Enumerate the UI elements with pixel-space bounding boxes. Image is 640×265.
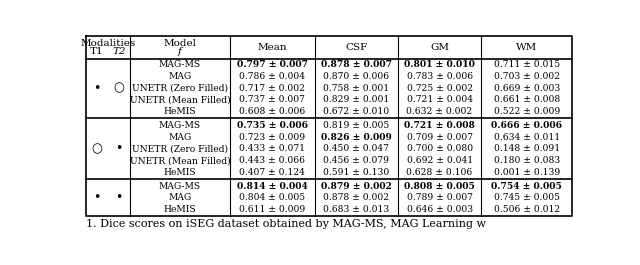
Text: 0.433 ± 0.071: 0.433 ± 0.071 bbox=[239, 144, 305, 153]
Text: 0.703 ± 0.002: 0.703 ± 0.002 bbox=[493, 72, 560, 81]
Text: T2: T2 bbox=[113, 47, 126, 56]
Text: 0.804 ± 0.005: 0.804 ± 0.005 bbox=[239, 193, 305, 202]
Text: MAG-MS: MAG-MS bbox=[159, 121, 201, 130]
Text: 0.745 ± 0.005: 0.745 ± 0.005 bbox=[494, 193, 560, 202]
Text: 0.870 ± 0.006: 0.870 ± 0.006 bbox=[323, 72, 389, 81]
Text: 0.723 ± 0.009: 0.723 ± 0.009 bbox=[239, 133, 305, 142]
Text: 0.783 ± 0.006: 0.783 ± 0.006 bbox=[406, 72, 473, 81]
Text: 1. Dice scores on iSEG dataset obtained by MAG-MS, MAG Learning w: 1. Dice scores on iSEG dataset obtained … bbox=[86, 219, 486, 229]
Text: 0.456 ± 0.079: 0.456 ± 0.079 bbox=[323, 156, 389, 165]
Text: f: f bbox=[178, 47, 182, 56]
Text: 0.506 ± 0.012: 0.506 ± 0.012 bbox=[493, 205, 560, 214]
Text: UNETR (Zero Filled): UNETR (Zero Filled) bbox=[132, 144, 228, 153]
Text: 0.001 ± 0.139: 0.001 ± 0.139 bbox=[493, 168, 560, 177]
Text: 0.737 ± 0.007: 0.737 ± 0.007 bbox=[239, 95, 305, 104]
Text: 0.669 ± 0.003: 0.669 ± 0.003 bbox=[493, 83, 560, 92]
Text: HeMIS: HeMIS bbox=[164, 168, 196, 177]
Text: 0.758 ± 0.001: 0.758 ± 0.001 bbox=[323, 83, 389, 92]
Text: UNETR (Zero Filled): UNETR (Zero Filled) bbox=[132, 83, 228, 92]
Text: Mean: Mean bbox=[257, 43, 287, 52]
Text: 0.829 ± 0.001: 0.829 ± 0.001 bbox=[323, 95, 389, 104]
Text: T1: T1 bbox=[90, 47, 104, 56]
Text: MAG-MS: MAG-MS bbox=[159, 60, 201, 69]
Text: •: • bbox=[115, 142, 123, 155]
Text: MAG: MAG bbox=[168, 133, 191, 142]
Text: 0.709 ± 0.007: 0.709 ± 0.007 bbox=[406, 133, 472, 142]
Text: 0.407 ± 0.124: 0.407 ± 0.124 bbox=[239, 168, 305, 177]
Text: ○: ○ bbox=[114, 82, 125, 95]
Text: 0.725 ± 0.002: 0.725 ± 0.002 bbox=[406, 83, 473, 92]
Text: 0.711 ± 0.015: 0.711 ± 0.015 bbox=[493, 60, 560, 69]
Text: 0.632 ± 0.002: 0.632 ± 0.002 bbox=[406, 107, 473, 116]
Text: 0.721 ± 0.008: 0.721 ± 0.008 bbox=[404, 121, 475, 130]
Text: 0.591 ± 0.130: 0.591 ± 0.130 bbox=[323, 168, 389, 177]
Text: ○: ○ bbox=[92, 142, 102, 155]
Text: 0.661 ± 0.008: 0.661 ± 0.008 bbox=[493, 95, 560, 104]
Text: 0.683 ± 0.013: 0.683 ± 0.013 bbox=[323, 205, 389, 214]
Text: UNETR (Mean Filled): UNETR (Mean Filled) bbox=[130, 95, 230, 104]
Text: 0.700 ± 0.080: 0.700 ± 0.080 bbox=[406, 144, 473, 153]
Text: WM: WM bbox=[516, 43, 538, 52]
Text: •: • bbox=[93, 192, 100, 205]
Text: Model: Model bbox=[163, 39, 196, 48]
Text: 0.692 ± 0.041: 0.692 ± 0.041 bbox=[406, 156, 473, 165]
Text: 0.634 ± 0.011: 0.634 ± 0.011 bbox=[493, 133, 560, 142]
Text: 0.450 ± 0.047: 0.450 ± 0.047 bbox=[323, 144, 389, 153]
Text: 0.826 ± 0.009: 0.826 ± 0.009 bbox=[321, 133, 392, 142]
Text: 0.628 ± 0.106: 0.628 ± 0.106 bbox=[406, 168, 473, 177]
Text: 0.754 ± 0.005: 0.754 ± 0.005 bbox=[492, 182, 562, 191]
Text: 0.611 ± 0.009: 0.611 ± 0.009 bbox=[239, 205, 305, 214]
Text: 0.878 ± 0.007: 0.878 ± 0.007 bbox=[321, 60, 392, 69]
Text: 0.672 ± 0.010: 0.672 ± 0.010 bbox=[323, 107, 389, 116]
Text: MAG: MAG bbox=[168, 72, 191, 81]
Text: 0.879 ± 0.002: 0.879 ± 0.002 bbox=[321, 182, 392, 191]
Text: 0.801 ± 0.010: 0.801 ± 0.010 bbox=[404, 60, 475, 69]
Text: 0.878 ± 0.002: 0.878 ± 0.002 bbox=[323, 193, 389, 202]
Text: 0.819 ± 0.005: 0.819 ± 0.005 bbox=[323, 121, 389, 130]
Text: Modalities: Modalities bbox=[81, 39, 136, 48]
Text: 0.789 ± 0.007: 0.789 ± 0.007 bbox=[406, 193, 472, 202]
Text: •: • bbox=[93, 82, 100, 95]
Text: 0.808 ± 0.005: 0.808 ± 0.005 bbox=[404, 182, 475, 191]
Text: 0.666 ± 0.006: 0.666 ± 0.006 bbox=[492, 121, 563, 130]
Text: HeMIS: HeMIS bbox=[164, 107, 196, 116]
Text: 0.646 ± 0.003: 0.646 ± 0.003 bbox=[406, 205, 473, 214]
Text: 0.735 ± 0.006: 0.735 ± 0.006 bbox=[237, 121, 308, 130]
Text: MAG-MS: MAG-MS bbox=[159, 182, 201, 191]
Text: 0.522 ± 0.009: 0.522 ± 0.009 bbox=[493, 107, 560, 116]
Text: UNETR (Mean Filled): UNETR (Mean Filled) bbox=[130, 156, 230, 165]
Text: 0.786 ± 0.004: 0.786 ± 0.004 bbox=[239, 72, 305, 81]
Text: HeMIS: HeMIS bbox=[164, 205, 196, 214]
Text: 0.797 ± 0.007: 0.797 ± 0.007 bbox=[237, 60, 308, 69]
Text: GM: GM bbox=[430, 43, 449, 52]
Text: MAG: MAG bbox=[168, 193, 191, 202]
Text: •: • bbox=[115, 192, 123, 205]
Text: 0.721 ± 0.004: 0.721 ± 0.004 bbox=[406, 95, 472, 104]
Text: 0.814 ± 0.004: 0.814 ± 0.004 bbox=[237, 182, 308, 191]
Text: 0.717 ± 0.002: 0.717 ± 0.002 bbox=[239, 83, 305, 92]
Text: 0.443 ± 0.066: 0.443 ± 0.066 bbox=[239, 156, 305, 165]
Text: 0.608 ± 0.006: 0.608 ± 0.006 bbox=[239, 107, 305, 116]
Text: 0.180 ± 0.083: 0.180 ± 0.083 bbox=[493, 156, 560, 165]
Text: 0.148 ± 0.091: 0.148 ± 0.091 bbox=[493, 144, 560, 153]
Text: CSF: CSF bbox=[345, 43, 367, 52]
